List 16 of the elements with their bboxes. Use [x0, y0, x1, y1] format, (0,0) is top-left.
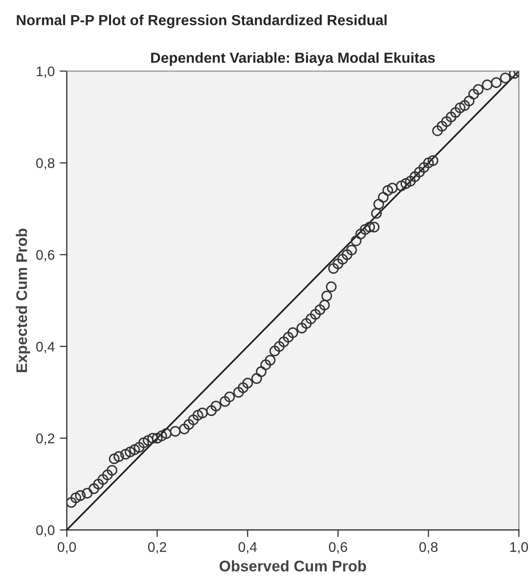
x-axis-title: Observed Cum Prob — [220, 560, 366, 572]
y-tick-label: 1,0 — [36, 66, 54, 78]
chart-title: Normal P-P Plot of Regression Standardized Residual — [16, 14, 387, 28]
x-tick-label: 1,0 — [510, 542, 528, 554]
x-tick-label: 0,0 — [58, 542, 76, 554]
y-axis-title: Expected Cum Prob — [16, 228, 30, 372]
y-tick-label: 0,8 — [36, 158, 54, 170]
y-tick-label: 0,2 — [36, 434, 54, 445]
x-tick-label: 0,4 — [238, 542, 257, 554]
y-tick-label: 0,6 — [36, 250, 54, 262]
x-tick-label: 0,8 — [419, 542, 438, 554]
chart-subtitle: Dependent Variable: Biaya Modal Ekuitas — [151, 52, 435, 66]
x-tick-label: 0,6 — [328, 542, 348, 554]
x-tick-label: 0,2 — [148, 542, 166, 554]
y-tick-label: 0,0 — [36, 525, 54, 537]
y-tick-label: 0,4 — [36, 342, 55, 354]
